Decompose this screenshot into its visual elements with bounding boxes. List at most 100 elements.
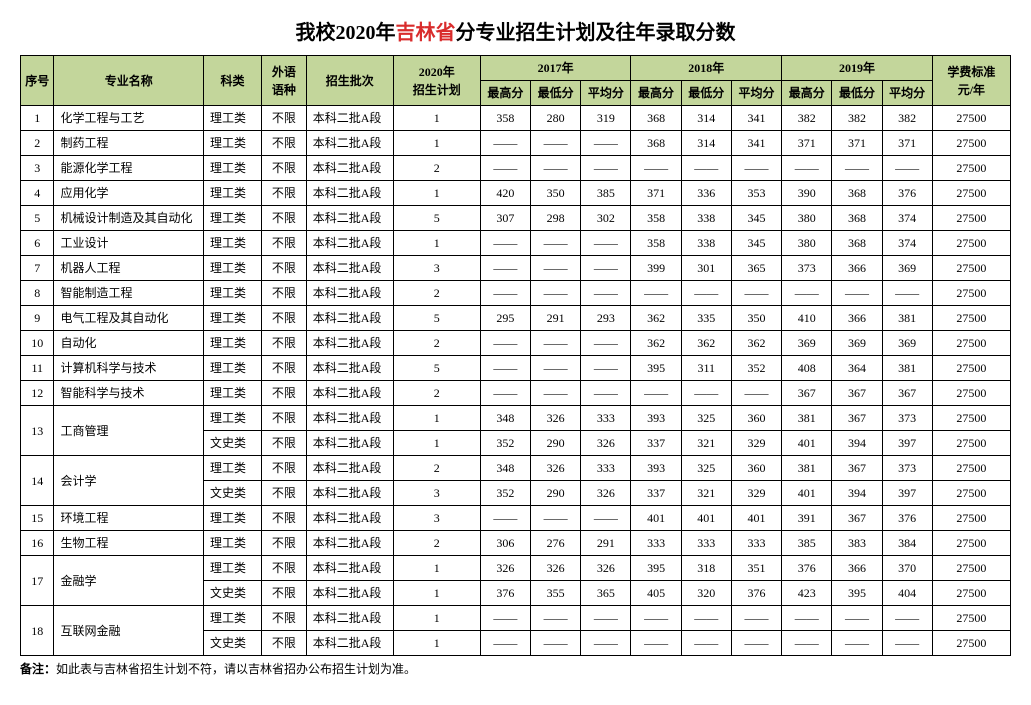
title-highlight: 吉林省 [396,22,456,44]
cell-score: 291 [531,306,581,331]
cell-plan: 5 [393,206,480,231]
cell-score: 341 [731,106,781,131]
cell-plan: 1 [393,581,480,606]
table-row: 18互联网金融理工类不限本科二批A段1——————————————————275… [21,606,1011,631]
cell-score: —— [581,331,631,356]
th-2018-avg: 平均分 [731,81,781,106]
cell-category: 理工类 [204,256,262,281]
title-prefix: 我校2020年 [296,22,396,44]
cell-score: 338 [681,231,731,256]
cell-batch: 本科二批A段 [306,631,393,656]
th-year-2017: 2017年 [480,56,631,81]
cell-idx: 16 [21,531,54,556]
cell-idx: 2 [21,131,54,156]
cell-score: 345 [731,231,781,256]
cell-batch: 本科二批A段 [306,506,393,531]
cell-score: 333 [581,406,631,431]
cell-score: —— [531,231,581,256]
cell-score: 385 [581,181,631,206]
th-lang: 外语语种 [262,56,307,106]
cell-score: 326 [531,456,581,481]
cell-score: —— [882,156,932,181]
cell-score: —— [531,631,581,656]
cell-score: 381 [882,306,932,331]
cell-score: 335 [681,306,731,331]
cell-idx: 3 [21,156,54,181]
cell-category: 文史类 [204,481,262,506]
cell-score: —— [531,606,581,631]
table-row: 14会计学理工类不限本科二批A段234832633339332536038136… [21,456,1011,481]
cell-plan: 1 [393,106,480,131]
cell-lang: 不限 [262,306,307,331]
cell-score: 337 [631,431,681,456]
cell-batch: 本科二批A段 [306,356,393,381]
cell-category: 理工类 [204,506,262,531]
cell-score: 353 [731,181,781,206]
cell-score: 376 [882,181,932,206]
cell-score: 401 [782,431,832,456]
cell-score: 423 [782,581,832,606]
cell-lang: 不限 [262,481,307,506]
cell-idx: 10 [21,331,54,356]
cell-fee: 27500 [932,181,1010,206]
cell-plan: 5 [393,306,480,331]
table-body: 1化学工程与工艺理工类不限本科二批A段135828031936831434138… [21,106,1011,656]
cell-score: 376 [731,581,781,606]
cell-major: 能源化学工程 [54,156,204,181]
cell-score: 362 [681,331,731,356]
cell-lang: 不限 [262,106,307,131]
cell-score: —— [480,231,530,256]
cell-score: —— [480,606,530,631]
cell-score: —— [731,631,781,656]
cell-score: 326 [531,406,581,431]
cell-major: 生物工程 [54,531,204,556]
cell-score: 366 [832,556,882,581]
cell-score: 369 [782,331,832,356]
th-fee: 学费标准元/年 [932,56,1010,106]
cell-lang: 不限 [262,531,307,556]
cell-score: 311 [681,356,731,381]
cell-lang: 不限 [262,281,307,306]
cell-score: 367 [882,381,932,406]
th-batch: 招生批次 [306,56,393,106]
cell-fee: 27500 [932,356,1010,381]
cell-score: 345 [731,206,781,231]
cell-score: 329 [731,481,781,506]
th-2017-avg: 平均分 [581,81,631,106]
cell-score: —— [681,381,731,406]
cell-fee: 27500 [932,456,1010,481]
cell-fee: 27500 [932,531,1010,556]
cell-batch: 本科二批A段 [306,206,393,231]
cell-score: 382 [882,106,932,131]
cell-plan: 3 [393,506,480,531]
cell-score: 368 [631,131,681,156]
cell-score: 401 [681,506,731,531]
cell-plan: 1 [393,556,480,581]
cell-score: 302 [581,206,631,231]
cell-major: 工业设计 [54,231,204,256]
cell-score: 369 [882,256,932,281]
cell-score: 367 [832,456,882,481]
table-row: 16生物工程理工类不限本科二批A段23062762913333333333853… [21,531,1011,556]
cell-score: —— [731,381,781,406]
cell-plan: 5 [393,356,480,381]
cell-fee: 27500 [932,506,1010,531]
cell-score: —— [480,281,530,306]
cell-score: —— [531,256,581,281]
cell-fee: 27500 [932,231,1010,256]
cell-major: 机械设计制造及其自动化 [54,206,204,231]
cell-major: 金融学 [54,556,204,606]
cell-fee: 27500 [932,631,1010,656]
cell-lang: 不限 [262,506,307,531]
cell-idx: 1 [21,106,54,131]
cell-score: —— [782,156,832,181]
cell-idx: 9 [21,306,54,331]
cell-fee: 27500 [932,431,1010,456]
footnote-label: 备注： [20,662,56,676]
cell-score: 373 [882,456,932,481]
cell-score: 397 [882,481,932,506]
cell-score: 365 [731,256,781,281]
cell-score: —— [681,606,731,631]
cell-plan: 2 [393,331,480,356]
cell-score: 365 [581,581,631,606]
